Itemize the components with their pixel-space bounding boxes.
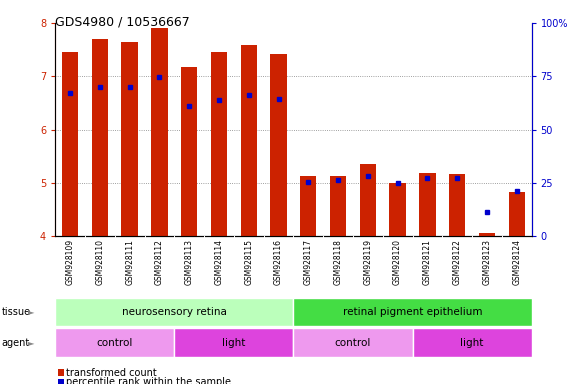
Text: GSM928111: GSM928111 [125,239,134,285]
Text: retinal pigment epithelium: retinal pigment epithelium [343,307,482,317]
Bar [389,183,406,236]
Bar [330,176,346,236]
Bar [270,54,286,236]
Text: GSM928123: GSM928123 [482,239,492,285]
Text: GSM928113: GSM928113 [185,239,193,285]
Bar [55,298,293,326]
Text: control: control [96,338,133,348]
Text: transformed count: transformed count [66,368,157,378]
Bar [92,39,108,236]
Text: GSM928115: GSM928115 [244,239,253,285]
Bar [293,298,532,326]
Text: GSM928121: GSM928121 [423,239,432,285]
Text: GSM928116: GSM928116 [274,239,283,285]
Text: light: light [460,338,484,348]
Text: GSM928110: GSM928110 [95,239,105,285]
Bar [293,328,413,357]
Text: neurosensory retina: neurosensory retina [122,307,227,317]
Bar [121,42,138,236]
Text: GSM928118: GSM928118 [333,239,343,285]
Bar [241,45,257,236]
Bar [479,233,495,236]
Bar [151,28,167,236]
Text: ►: ► [28,338,34,347]
Bar [62,52,78,236]
Bar [55,328,174,357]
Text: light: light [222,338,246,348]
Text: GSM928117: GSM928117 [304,239,313,285]
Text: GSM928120: GSM928120 [393,239,402,285]
Bar [419,173,436,236]
Text: GSM928114: GSM928114 [214,239,224,285]
Bar [508,192,525,236]
Bar [181,67,198,236]
Bar [449,174,465,236]
Text: GSM928109: GSM928109 [66,239,74,285]
Bar [300,177,317,236]
Text: GSM928124: GSM928124 [512,239,521,285]
Text: tissue: tissue [2,307,31,317]
Text: agent: agent [2,338,30,348]
Bar [360,164,376,236]
Bar [174,328,293,357]
Text: percentile rank within the sample: percentile rank within the sample [66,377,231,384]
Text: GDS4980 / 10536667: GDS4980 / 10536667 [55,15,190,28]
Bar [413,328,532,357]
Text: GSM928122: GSM928122 [453,239,462,285]
Text: GSM928119: GSM928119 [363,239,372,285]
Text: ►: ► [28,308,34,316]
Text: GSM928112: GSM928112 [155,239,164,285]
Text: control: control [335,338,371,348]
Bar [211,52,227,236]
